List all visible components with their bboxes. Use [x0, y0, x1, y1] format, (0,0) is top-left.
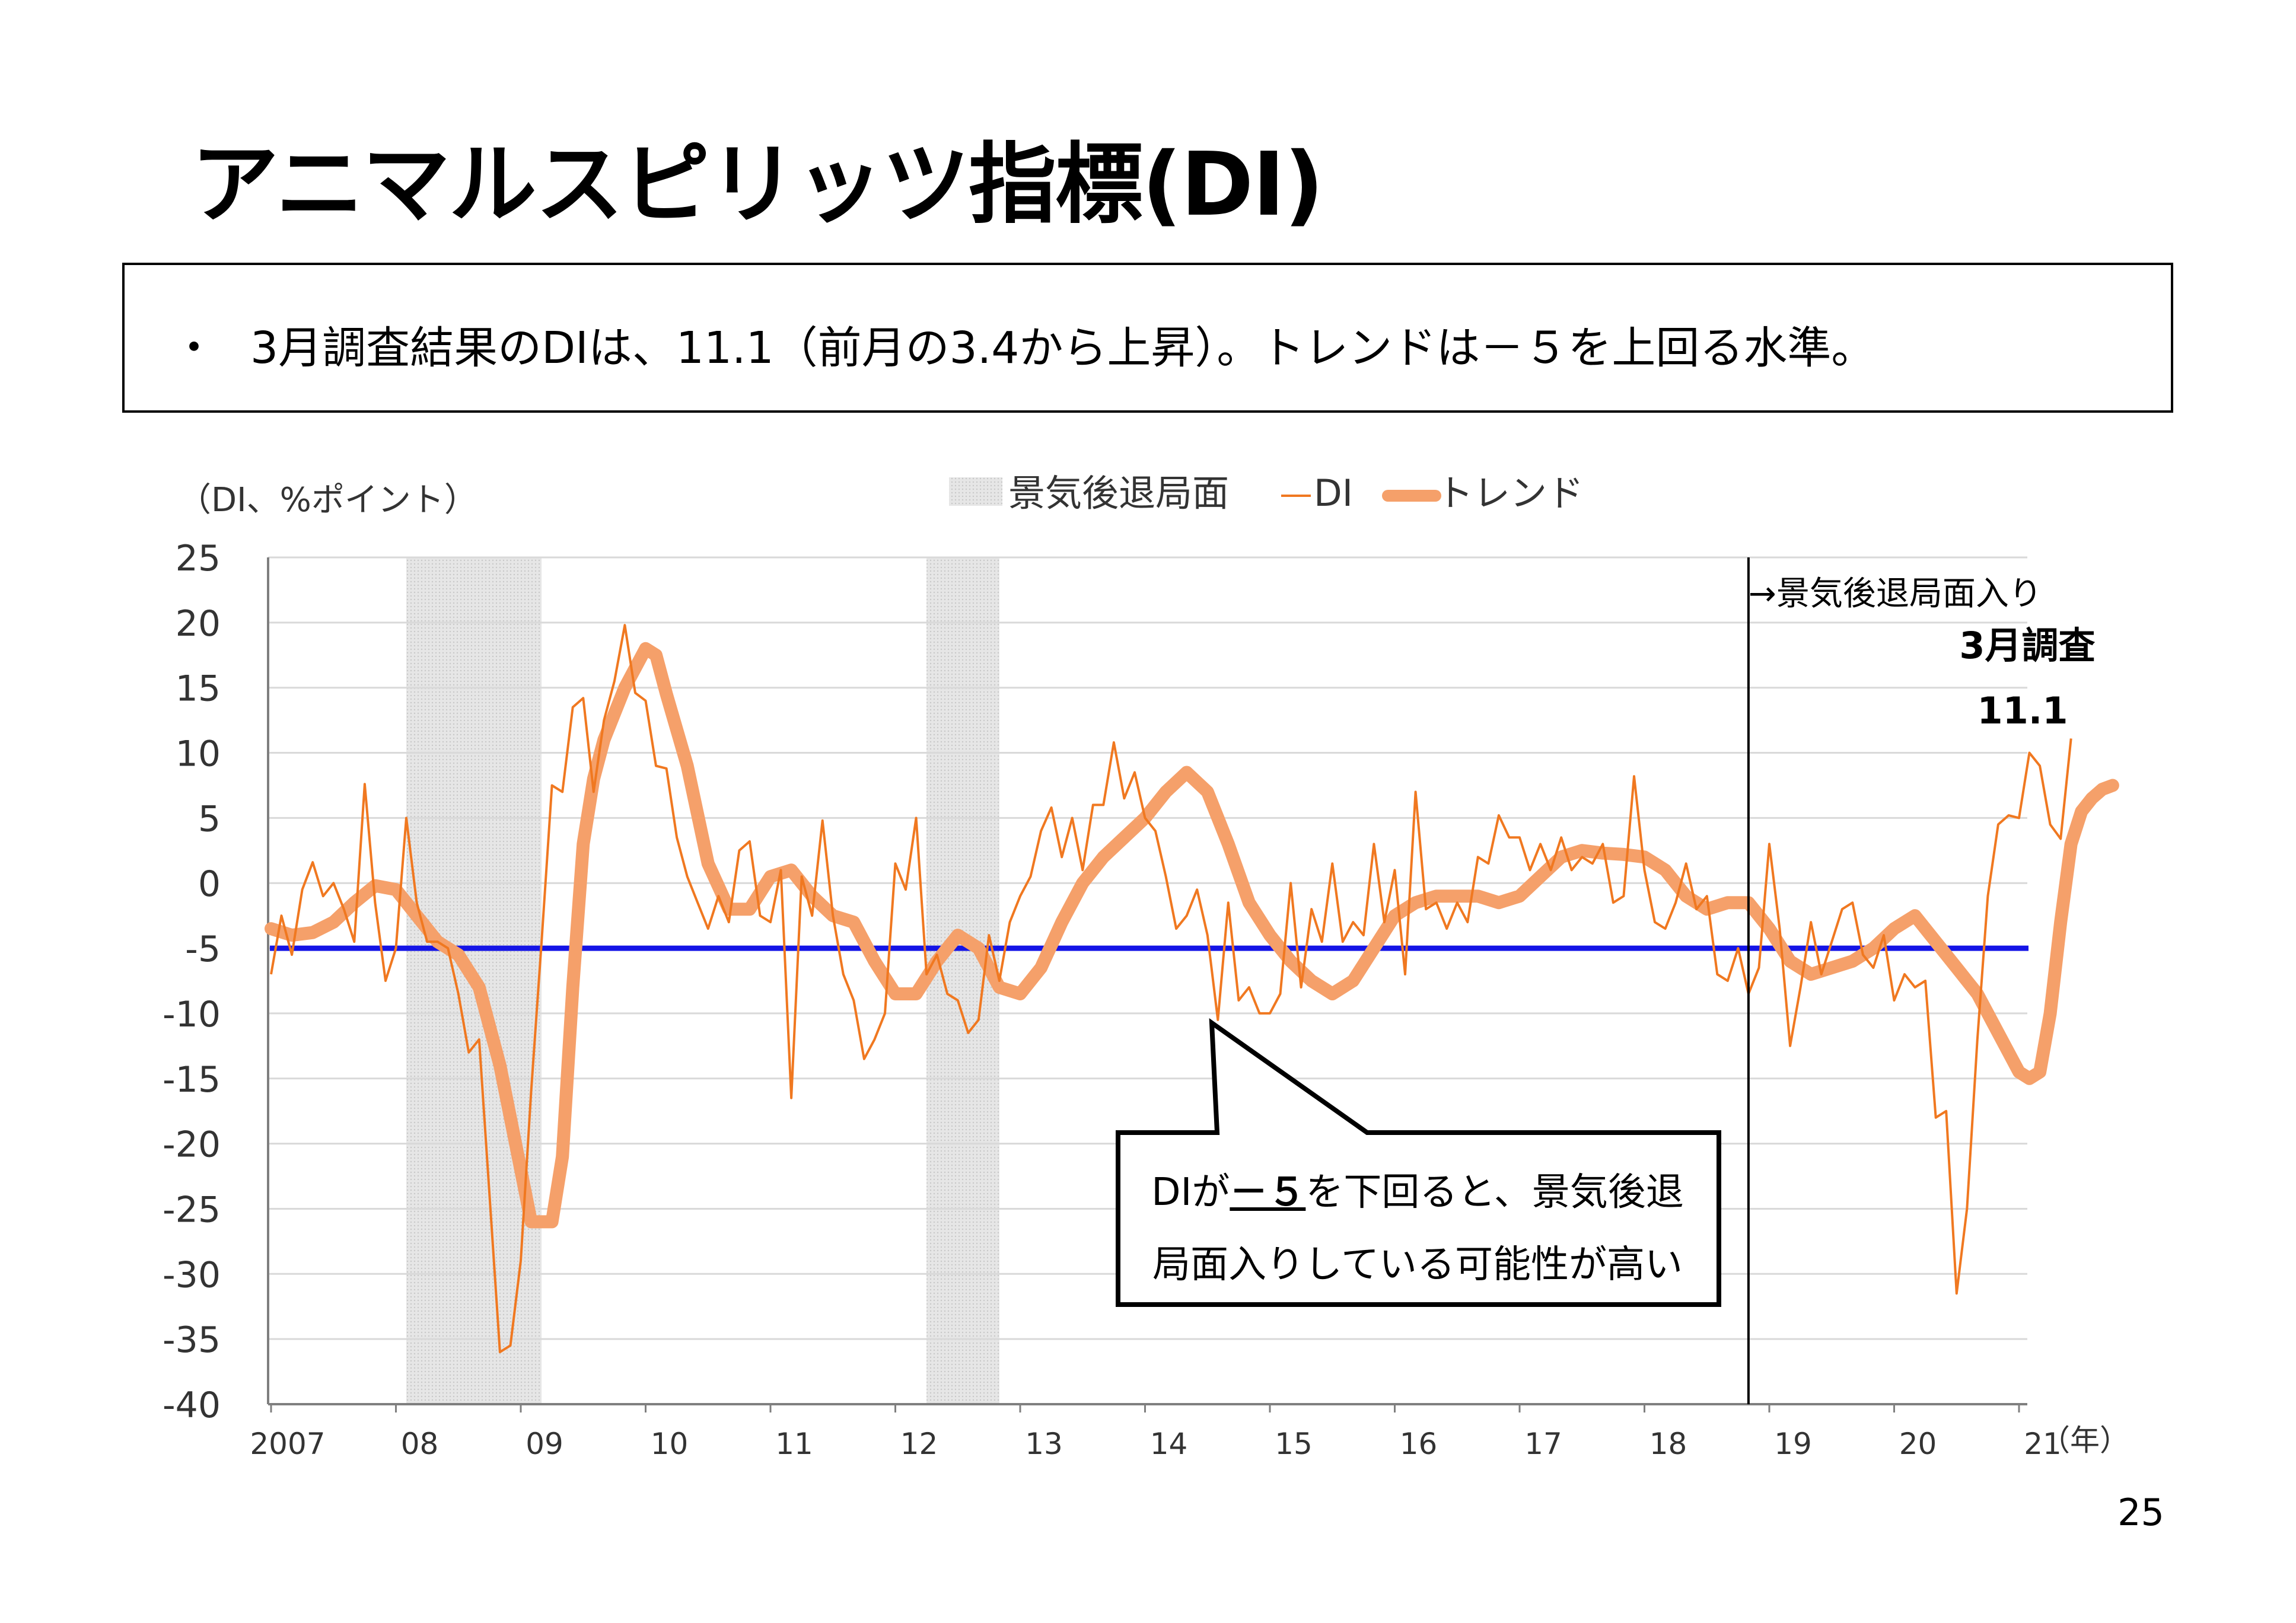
x-tick-labels: 2007 08 09 10 11 12 13 14 15 16 17 18 19 20 21（年）	[250, 1404, 2129, 1461]
x-tick-label: 20	[1899, 1427, 1937, 1461]
x-tick-label: 11	[775, 1427, 813, 1461]
x-tick-label: 17	[1524, 1427, 1562, 1461]
y-tick-label: -30	[163, 1254, 221, 1296]
y-tick-label: 25	[176, 538, 221, 579]
page-number: 25	[2117, 1491, 2164, 1534]
y-tick-label: -40	[163, 1385, 221, 1426]
legend-recession-label: 景気後退局面	[1008, 471, 1229, 515]
latest-survey-label: 3月調査	[1959, 624, 2095, 667]
y-axis-unit-label: （DI、%ポイント）	[178, 481, 477, 519]
trend-line	[265, 642, 2119, 1229]
recession-start-marker: →景気後退局面入り	[1747, 557, 2042, 1404]
x-tick-label: 10	[651, 1427, 689, 1461]
callout-line2: 局面入りしている可能性が高い	[1152, 1243, 1683, 1287]
y-tick-label: 5	[198, 798, 221, 840]
y-tick-labels: 25 20 15 10 5 0 -5 -10 -15 -20 -25 -30 -35 -40	[163, 538, 221, 1426]
series-lines	[265, 624, 2119, 1354]
x-tick-label: 19	[1774, 1427, 1812, 1461]
x-tick-label: 2007	[250, 1427, 325, 1461]
latest-survey-value: 11.1	[1977, 689, 2068, 732]
x-tick-label: 13	[1025, 1427, 1063, 1461]
x-tick-label: 12	[900, 1427, 938, 1461]
y-tick-label: -20	[163, 1124, 221, 1166]
x-tick-label: 15	[1275, 1427, 1313, 1461]
axes	[267, 557, 2027, 1405]
summary-line: ・ 3月調査結果のDIは、11.1（前月の3.4から上昇）。トレンドは－５を上回る…	[172, 313, 1875, 376]
y-tick-label: -5	[185, 929, 221, 970]
callout-shape	[1116, 1018, 1721, 1307]
recession-band-2	[926, 557, 999, 1404]
y-tick-label: 10	[176, 734, 221, 775]
y-tick-label: -25	[163, 1189, 221, 1230]
legend-di-label: DI	[1314, 471, 1353, 515]
legend-trend-label: トレンド	[1437, 471, 1584, 515]
y-tick-label: -15	[163, 1059, 221, 1101]
y-tick-label: 0	[198, 863, 221, 905]
y-tick-label: 15	[176, 668, 221, 710]
callout-emphasis: －５	[1230, 1171, 1306, 1214]
x-tick-label: 14	[1150, 1427, 1188, 1461]
legend: 景気後退局面 DI トレンド	[949, 471, 1584, 515]
y-tick-label: -10	[163, 994, 221, 1035]
legend-recession-swatch	[949, 477, 1002, 506]
x-axis-unit-label: （年）	[2040, 1423, 2129, 1458]
chart-labels: （DI、%ポイント） 3月調査 11.1	[178, 481, 2096, 732]
callout-bubble	[1116, 1018, 1721, 1307]
callout-text: DIが－５を下回ると、景気後退 局面入りしている可能性が高い	[1121, 1156, 1714, 1301]
callout-text-before: DIが	[1151, 1171, 1230, 1214]
x-tick-label: 18	[1649, 1427, 1687, 1461]
x-tick-label: 08	[401, 1427, 439, 1461]
summary-text: 3月調査結果のDIは、11.1（前月の3.4から上昇）。トレンドは－５を上回る水…	[250, 323, 1875, 374]
x-tick-label: 09	[526, 1427, 563, 1461]
di-line	[270, 624, 2072, 1354]
summary-box: ・ 3月調査結果のDIは、11.1（前月の3.4から上昇）。トレンドは－５を上回る…	[122, 263, 2173, 413]
summary-bullet: ・	[172, 323, 216, 374]
y-tick-label: 20	[176, 603, 221, 645]
callout-text-after: を下回ると、景気後退	[1305, 1171, 1684, 1214]
x-tick-label: 16	[1400, 1427, 1438, 1461]
recession-start-label: →景気後退局面入り	[1749, 575, 2042, 613]
page-title: アニマルスピリッツ指標(DI)	[191, 133, 1324, 235]
y-tick-label: -35	[163, 1319, 221, 1361]
x-tick-label: 21	[2024, 1427, 2062, 1461]
